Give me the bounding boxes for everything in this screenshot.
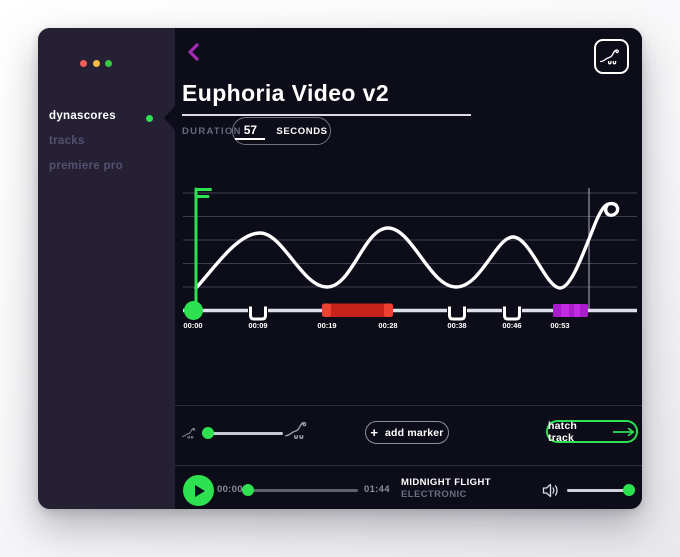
duration-pill: SECONDS [232, 117, 331, 145]
hatch-track-button[interactable]: hatch track [546, 419, 638, 444]
sidebar: dynascores tracks premiere pro [38, 28, 175, 509]
tick-label: 00:09 [248, 321, 267, 330]
plus-icon: + [370, 424, 378, 440]
volume-handle[interactable] [623, 484, 635, 496]
speaker-icon[interactable] [542, 483, 561, 498]
zoom-window-button[interactable] [105, 60, 112, 67]
sidebar-item-label: dynascores [49, 110, 116, 122]
start-flag-marker[interactable] [194, 187, 212, 312]
tick-label: 00:19 [317, 321, 336, 330]
tick-label: 00:00 [183, 321, 202, 330]
intensity-slider-track[interactable] [207, 432, 283, 435]
sidebar-item-dynascores[interactable]: dynascores [49, 110, 116, 122]
tick-label: 00:53 [550, 321, 569, 330]
total-time: 01:44 [364, 484, 390, 495]
region-marker-purple[interactable] [553, 304, 588, 317]
toolbar-divider [175, 405, 642, 406]
progress-track[interactable] [248, 489, 358, 492]
intensity-wave [194, 201, 620, 290]
tick-label: 00:38 [447, 321, 466, 330]
app-window: dynascores tracks premiere pro Euphoria … [38, 28, 642, 509]
play-button[interactable] [183, 475, 214, 506]
add-marker-label: add marker [384, 426, 444, 439]
bracket-marker-0009[interactable] [248, 305, 268, 322]
back-button[interactable] [186, 42, 204, 62]
duration-unit-label: SECONDS [276, 125, 328, 137]
chart-gridlines [183, 192, 637, 288]
bracket-marker-0038[interactable] [447, 305, 467, 322]
track-genre: ELECTRONIC [401, 489, 467, 500]
title-underline [182, 114, 471, 116]
elapsed-time: 00:00 [217, 484, 243, 495]
region-marker-red[interactable] [322, 303, 393, 318]
close-window-button[interactable] [80, 60, 87, 67]
page-title: Euphoria Video v2 [182, 80, 390, 106]
add-marker-button[interactable]: + add marker [365, 421, 449, 444]
track-title: MIDNIGHT FLIGHT [401, 477, 491, 488]
tick-label: 00:28 [378, 321, 397, 330]
sidebar-item-tracks[interactable]: tracks [49, 135, 85, 147]
play-icon [195, 484, 205, 497]
main-panel: Euphoria Video v2 DURATION SECONDS [164, 28, 642, 509]
tick-label: 00:46 [502, 321, 521, 330]
hatch-track-label: hatch track [548, 419, 578, 444]
sidebar-item-label: tracks [49, 135, 85, 147]
sidebar-item-label: premiere pro [49, 160, 123, 172]
timeline-tick-labels: 00:00 00:09 00:19 00:28 00:38 00:46 00:5… [183, 321, 569, 330]
dynascore-home-button[interactable] [594, 39, 629, 74]
sidebar-notch [164, 105, 176, 131]
bracket-marker-0046[interactable] [502, 305, 522, 322]
minimize-window-button[interactable] [92, 60, 100, 67]
arrow-right-icon [612, 427, 634, 436]
window-controls [80, 60, 112, 67]
large-dinosaur-icon [285, 419, 311, 441]
small-dinosaur-icon [182, 426, 198, 440]
active-indicator-dot [146, 115, 153, 122]
sidebar-item-premiere-pro[interactable]: premiere pro [49, 160, 123, 172]
intensity-timeline-chart: 00:00 00:09 00:19 00:28 00:38 00:46 00:5… [183, 187, 637, 330]
duration-input[interactable] [235, 122, 266, 140]
progress-handle[interactable] [242, 484, 254, 496]
duration-label: DURATION [182, 126, 242, 137]
intensity-slider-handle[interactable] [202, 427, 214, 439]
volume-track[interactable] [567, 489, 629, 492]
dinosaur-icon [600, 47, 623, 66]
playhead-handle[interactable] [184, 301, 203, 320]
player-divider [175, 465, 642, 466]
chevron-left-icon [188, 43, 199, 61]
